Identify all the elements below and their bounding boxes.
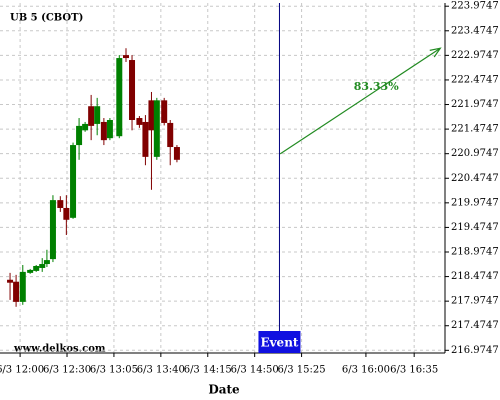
projection-label: 83.33% xyxy=(354,80,399,93)
y-tick-label: 218.9747 xyxy=(451,246,499,257)
candle-body xyxy=(148,100,155,131)
y-tick-label: 221.4747 xyxy=(451,124,499,135)
x-tick-label: 6/3 16:00 xyxy=(342,365,390,376)
y-tick-label: 222.9747 xyxy=(451,50,499,61)
y-tick-label: 221.9747 xyxy=(451,99,499,110)
y-tick-label: 223.9747 xyxy=(451,1,499,12)
y-tick-label: 220.4747 xyxy=(451,173,499,184)
y-tick-label: 217.4747 xyxy=(451,320,499,331)
candle-body xyxy=(142,121,149,157)
arrow-head xyxy=(429,47,442,58)
y-tick-label: 219.9747 xyxy=(451,197,499,208)
candle-body xyxy=(19,271,26,302)
x-tick-label: 6/3 16:35 xyxy=(390,365,438,376)
y-tick-label: 217.9747 xyxy=(451,296,499,307)
candle-body xyxy=(57,200,64,208)
candle-body xyxy=(136,118,143,125)
candle-body xyxy=(13,281,20,302)
candle-body xyxy=(7,279,14,283)
candle-body xyxy=(161,100,168,123)
candle-body xyxy=(82,123,89,131)
y-tick-label: 219.4747 xyxy=(451,222,499,233)
candle-body xyxy=(122,55,129,59)
candle-body xyxy=(33,265,40,271)
candle-body xyxy=(70,145,77,218)
candle-body xyxy=(39,264,46,268)
y-tick-label: 216.9747 xyxy=(451,345,499,356)
x-tick-label: 6/3 14:50 xyxy=(231,365,279,376)
candle-body xyxy=(94,106,101,124)
candle-body xyxy=(173,147,180,160)
x-axis-label: Date xyxy=(208,383,240,397)
y-tick-label: 218.4747 xyxy=(451,271,499,282)
candle-body xyxy=(49,200,56,260)
event-box xyxy=(258,331,301,353)
x-tick-label: 6/3 14:15 xyxy=(184,365,232,376)
y-tick-label: 220.9747 xyxy=(451,148,499,159)
chart-title: UB 5 (CBOT) xyxy=(10,13,83,24)
candle-body xyxy=(167,122,174,148)
x-tick-label: 6/3 12:30 xyxy=(43,365,91,376)
candle-body xyxy=(129,60,136,120)
y-tick-label: 223.4747 xyxy=(451,25,499,36)
x-tick-label: 6/3 13:40 xyxy=(137,365,185,376)
y-tick-label: 222.4747 xyxy=(451,74,499,85)
event-label: Event xyxy=(260,336,298,350)
candle-body xyxy=(63,207,70,220)
candle-body xyxy=(153,100,160,157)
candle-body xyxy=(43,260,50,265)
candle-body xyxy=(116,58,123,137)
watermark: www.delkos.com xyxy=(13,344,106,355)
candle-body xyxy=(88,106,95,126)
projection-line xyxy=(279,47,441,155)
x-tick-label: 6/3 12:00 xyxy=(0,365,44,376)
candle-body xyxy=(76,125,83,146)
x-tick-label: 6/3 13:05 xyxy=(90,365,138,376)
candle-body xyxy=(27,269,34,273)
x-tick-label: 6/3 15:25 xyxy=(278,365,326,376)
candle-body xyxy=(100,121,107,141)
candle-body xyxy=(106,119,113,139)
